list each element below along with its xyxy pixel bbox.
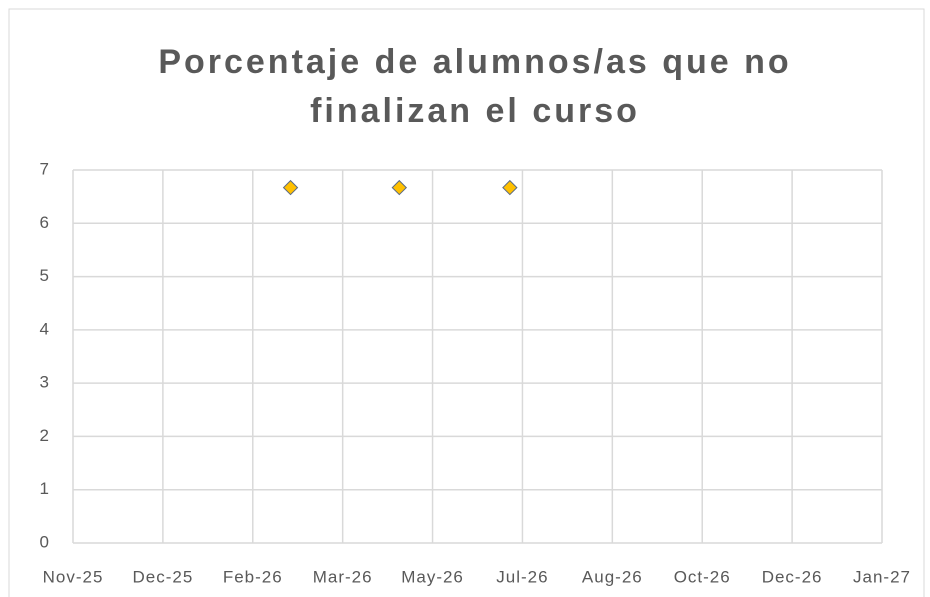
data-point: [391, 179, 408, 196]
x-tick-label: Oct-26: [674, 567, 731, 586]
x-tick-label: Mar-26: [313, 567, 373, 586]
x-tick-label: Nov-25: [43, 567, 104, 586]
x-tick-label: Aug-26: [582, 567, 643, 586]
y-tick-label: 1: [40, 479, 50, 498]
x-tick-label: Dec-25: [132, 567, 193, 586]
x-tick-label: Feb-26: [223, 567, 283, 586]
y-tick-label: 7: [40, 159, 50, 178]
y-tick-label: 0: [40, 532, 50, 551]
x-tick-label: Jul-26: [496, 567, 548, 586]
chart-title: Porcentaje de alumnos/as que no finalizan…: [158, 43, 791, 130]
chart-border: [8, 8, 925, 597]
x-tick-label: May-26: [401, 567, 464, 586]
data-point: [502, 179, 518, 196]
y-tick-label: 3: [40, 373, 50, 392]
y-tick-label: 2: [40, 426, 50, 445]
y-tick-label: 5: [40, 266, 50, 285]
y-tick-label: 4: [40, 319, 50, 338]
x-tick-label: Dec-26: [762, 567, 823, 586]
x-tick-label: Jan-27: [853, 567, 911, 586]
y-tick-label: 6: [40, 213, 50, 232]
data-point: [282, 179, 299, 196]
